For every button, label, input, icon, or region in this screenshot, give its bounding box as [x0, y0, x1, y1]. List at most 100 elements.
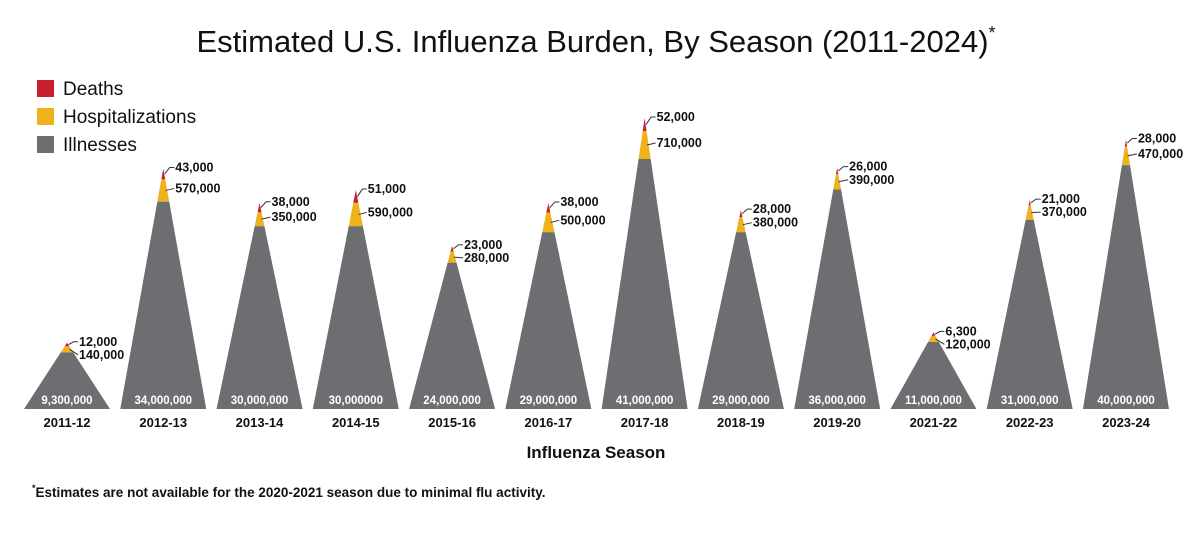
illnesses-shape — [409, 262, 496, 409]
season-label: 2015-16 — [428, 415, 476, 430]
illnesses-value-label: 30,000000 — [329, 395, 383, 407]
deaths-value-label: 12,000 — [79, 335, 117, 349]
illnesses-shape — [986, 219, 1073, 409]
hospitalizations-shape — [542, 212, 555, 233]
hospitalizations-shape — [736, 217, 746, 233]
legend-swatch-illnesses — [37, 136, 54, 153]
season-label: 2019-20 — [813, 415, 861, 430]
illnesses-value-label: 29,000,000 — [712, 395, 770, 407]
legend: Deaths Hospitalizations Illnesses — [37, 79, 196, 156]
deaths-value-label: 26,000 — [849, 160, 887, 174]
illnesses-shape — [601, 159, 688, 409]
hospitalizations-shape — [1121, 146, 1131, 166]
hospitalizations-shape — [60, 346, 74, 353]
deaths-leader-line — [260, 201, 271, 208]
deaths-shape — [1028, 200, 1031, 206]
hospitalizations-value-label: 470,000 — [1138, 147, 1183, 161]
season-label: 2021-22 — [910, 415, 958, 430]
hospitalizations-leader-line — [550, 219, 560, 223]
season-label: 2013-14 — [236, 415, 284, 430]
hospitalizations-leader-line — [69, 348, 79, 356]
illnesses-shape — [1082, 165, 1169, 409]
illnesses-value-label: 29,000,000 — [520, 395, 578, 407]
legend-label-hospitalizations: Hospitalizations — [63, 107, 196, 128]
hospitalizations-value-label: 390,000 — [849, 173, 894, 187]
hospitalizations-value-label: 280,000 — [464, 251, 509, 265]
deaths-leader-line — [838, 166, 849, 172]
deaths-leader-line — [1126, 138, 1137, 144]
season-2012-13: 43,000 570,000 34,000,000 2012-13 — [120, 160, 221, 430]
legend-label-illnesses: Illnesses — [63, 135, 137, 156]
hospitalizations-value-label: 370,000 — [1042, 205, 1087, 219]
deaths-shape — [161, 168, 166, 180]
hospitalizations-shape — [638, 131, 651, 159]
x-axis-label: Influenza Season — [527, 443, 666, 462]
hospitalizations-shape — [928, 335, 939, 342]
hospitalizations-shape — [833, 174, 842, 190]
illnesses-value-label: 11,000,000 — [905, 395, 962, 407]
deaths-value-label: 43,000 — [175, 160, 213, 174]
deaths-value-label: 52,000 — [657, 110, 695, 124]
season-label: 2023-24 — [1102, 415, 1150, 430]
deaths-leader-line — [549, 201, 560, 209]
illnesses-shape — [890, 341, 977, 409]
legend-label-deaths: Deaths — [63, 79, 123, 100]
season-2014-15: 51,000 590,000 30,000000 2014-15 — [312, 182, 413, 430]
hospitalizations-value-label: 500,000 — [560, 213, 605, 227]
deaths-leader-line — [68, 341, 78, 345]
season-label: 2017-18 — [621, 415, 669, 430]
deaths-leader-line — [934, 330, 945, 335]
hospitalizations-leader-line — [646, 142, 656, 146]
deaths-value-label: 28,000 — [1138, 132, 1176, 146]
illnesses-shape — [216, 226, 303, 409]
season-label: 2018-19 — [717, 415, 765, 430]
deaths-value-label: 23,000 — [464, 238, 502, 252]
hospitalizations-value-label: 710,000 — [657, 136, 702, 150]
season-label: 2012-13 — [139, 415, 187, 430]
hospitalizations-leader-line — [935, 338, 945, 345]
hospitalizations-leader-line — [838, 179, 849, 183]
deaths-leader-line — [741, 208, 752, 215]
deaths-shape — [353, 190, 359, 203]
illnesses-value-label: 34,000,000 — [134, 395, 192, 407]
deaths-value-label: 28,000 — [753, 202, 791, 216]
chart-title: Estimated U.S. Influenza Burden, By Seas… — [196, 23, 995, 59]
illnesses-value-label: 31,000,000 — [1001, 395, 1059, 407]
illnesses-value-label: 41,000,000 — [616, 395, 674, 407]
illnesses-shape — [794, 189, 881, 409]
illnesses-value-label: 9,300,000 — [41, 395, 92, 407]
season-label: 2022-23 — [1006, 415, 1054, 430]
hospitalizations-value-label: 350,000 — [272, 210, 317, 224]
illnesses-shape — [312, 226, 399, 409]
deaths-shape — [546, 202, 551, 213]
deaths-value-label: 21,000 — [1042, 192, 1080, 206]
deaths-shape — [1124, 139, 1128, 147]
hospitalizations-shape — [157, 179, 170, 202]
deaths-leader-line — [453, 244, 464, 250]
hospitalizations-leader-line — [742, 222, 752, 226]
deaths-leader-line — [1030, 198, 1041, 204]
legend-swatch-hospitalizations — [37, 108, 54, 125]
deaths-value-label: 6,300 — [945, 324, 976, 338]
season-label: 2011-12 — [44, 415, 91, 430]
deaths-shape — [931, 332, 936, 336]
hospitalizations-shape — [1025, 205, 1034, 220]
hospitalizations-value-label: 570,000 — [175, 181, 220, 195]
hospitalizations-value-label: 140,000 — [79, 348, 124, 362]
hospitalizations-value-label: 380,000 — [753, 216, 798, 230]
illnesses-value-label: 40,000,000 — [1097, 395, 1155, 407]
hospitalizations-leader-line — [261, 216, 271, 220]
hospitalizations-leader-line — [165, 187, 175, 191]
deaths-shape — [836, 167, 839, 175]
season-2016-17: 38,000 500,000 29,000,000 2016-17 — [505, 195, 606, 430]
illnesses-shape — [697, 232, 784, 409]
deaths-shape — [257, 202, 262, 213]
